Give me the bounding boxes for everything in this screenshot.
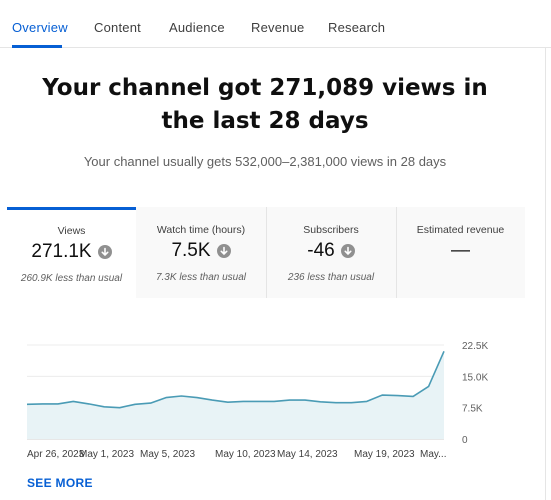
tab-content[interactable]: Content — [94, 20, 141, 35]
metric-value: 271.1K — [31, 241, 92, 262]
metric-label: Views — [57, 225, 86, 237]
x-tick-label: Apr 26, 2023 — [27, 449, 85, 460]
x-tick-label: May 19, 2023 — [354, 449, 415, 460]
views-chart-panel: 22.5K 15.0K 7.5K 0 Apr 26, 2023 May 1, 2023 M… — [7, 298, 525, 500]
x-tick-label: May 1, 2023 — [79, 449, 134, 460]
typical-range-text: Your channel usually gets 532,000–2,381,… — [83, 154, 447, 169]
y-tick-label: 0 — [462, 435, 468, 446]
x-tick-label: May 5, 2023 — [140, 449, 195, 460]
tab-overview[interactable]: Overview — [12, 20, 68, 35]
arrow-down-circle-icon — [340, 244, 355, 258]
metric-label: Watch time (hours) — [156, 224, 246, 236]
y-tick-label: 22.5K — [462, 341, 488, 352]
chart-area — [26, 350, 445, 439]
metric-card-subscribers[interactable]: Subscribers -46 236 less than usual — [266, 207, 396, 298]
metric-comparison: 7.3K less than usual — [155, 272, 247, 283]
metric-value: — — [451, 240, 470, 261]
metric-value: 7.5K — [171, 240, 211, 261]
tab-research[interactable]: Research — [328, 20, 386, 35]
y-tick-label: 7.5K — [462, 404, 483, 415]
x-tick-label: May... — [420, 449, 446, 460]
metric-card-views[interactable]: Views 271.1K 260.9K less than usual — [7, 207, 136, 298]
y-tick-label: 15.0K — [462, 372, 488, 383]
x-tick-label: May 14, 2023 — [277, 449, 338, 460]
metric-cards: Views 271.1K 260.9K less than usual Watc… — [7, 207, 525, 298]
metric-card-watch-time[interactable]: Watch time (hours) 7.5K 7.3K less than u… — [136, 207, 266, 298]
views-series-line — [26, 350, 445, 409]
arrow-down-circle-icon — [216, 244, 231, 258]
x-tick-label: May 10, 2023 — [215, 449, 276, 460]
y-axis-ticks: 22.5K 15.0K 7.5K 0 — [462, 341, 488, 446]
metric-label: Subscribers — [303, 224, 359, 236]
see-more-link[interactable]: SEE MORE — [27, 476, 93, 490]
metric-comparison: 260.9K less than usual — [20, 273, 123, 284]
metric-label: Estimated revenue — [416, 224, 505, 236]
panel-divider — [545, 48, 546, 500]
page-headline: Your channel got 271,089 views in the la… — [42, 75, 488, 134]
tab-revenue[interactable]: Revenue — [251, 20, 305, 35]
arrow-down-circle-icon — [97, 245, 112, 259]
metric-value: -46 — [307, 240, 335, 261]
tab-audience[interactable]: Audience — [169, 20, 225, 35]
metric-comparison: 236 less than usual — [287, 272, 375, 283]
analytics-tabs: Overview Content Audience Revenue Resear… — [0, 0, 551, 48]
views-area-fill — [27, 351, 444, 439]
metric-card-revenue[interactable]: Estimated revenue — — [396, 207, 525, 298]
active-tab-indicator — [12, 45, 62, 48]
